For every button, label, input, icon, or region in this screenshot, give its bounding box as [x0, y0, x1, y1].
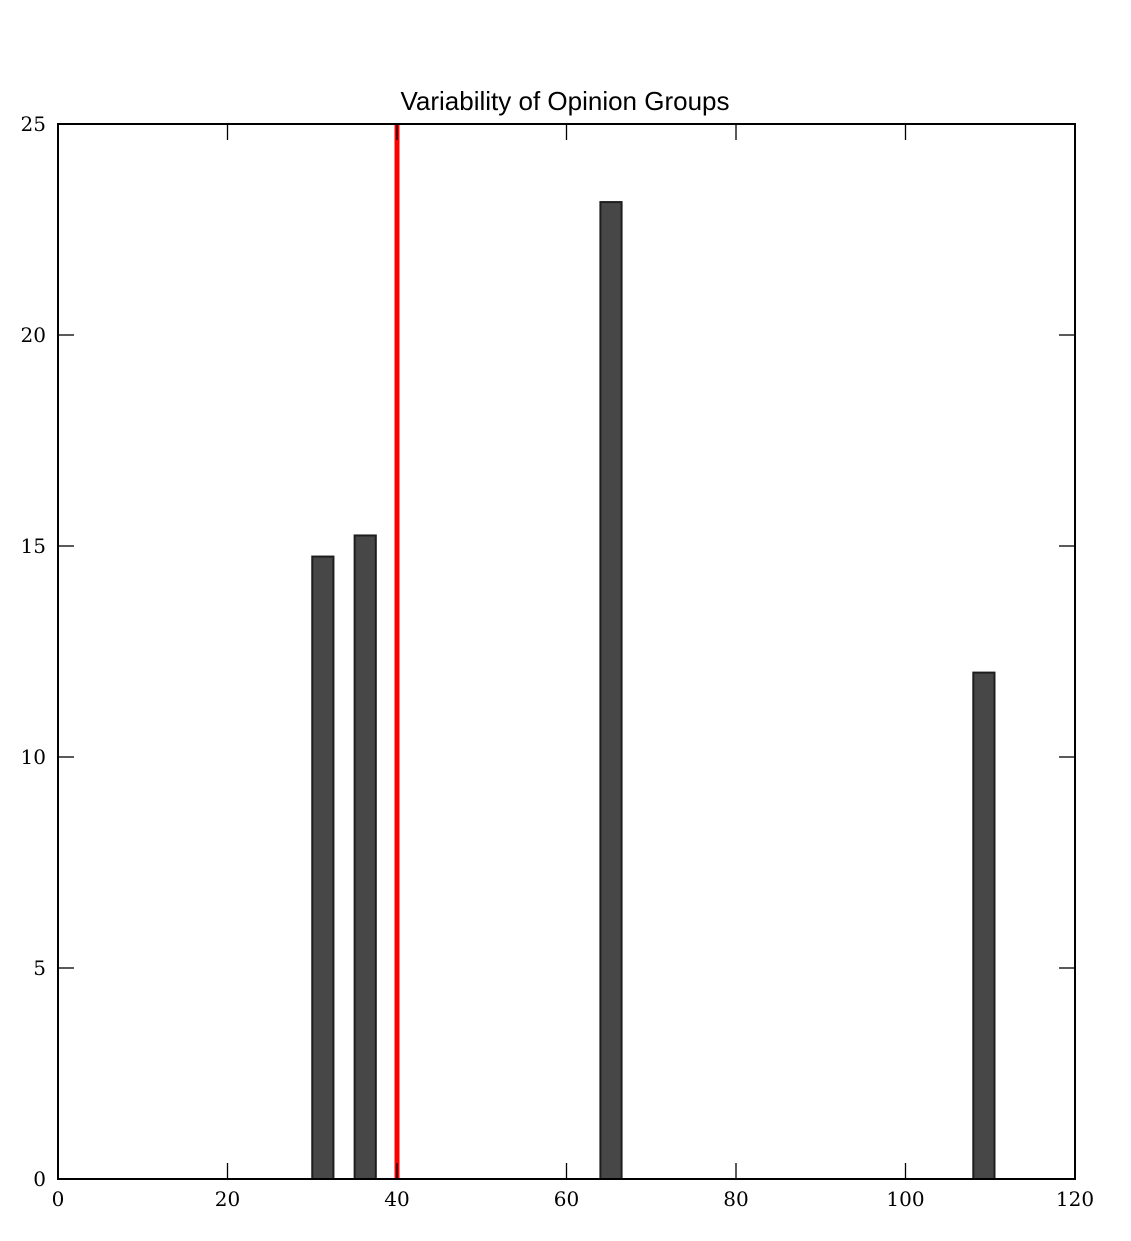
y-tick-label-1: 5	[33, 956, 46, 980]
y-tick-label-3: 15	[21, 534, 46, 558]
ticks-layer	[57, 123, 1076, 1180]
bar-3	[972, 671, 996, 1180]
bar-2	[599, 201, 623, 1180]
y-tick-label-5: 25	[21, 112, 46, 136]
y-tick-label-2: 10	[21, 745, 46, 769]
x-tick-label-5: 100	[886, 1187, 924, 1211]
x-tick-label-6: 120	[1056, 1187, 1094, 1211]
y-tick-labels: 0 5 10 15 20 25	[21, 112, 46, 1191]
bar-1	[353, 534, 377, 1180]
bar-0	[311, 555, 335, 1180]
x-tick-label-0: 0	[52, 1187, 65, 1211]
chart-title: Variability of Opinion Groups	[400, 86, 729, 116]
x-tick-label-3: 60	[554, 1187, 579, 1211]
x-tick-label-2: 40	[384, 1187, 409, 1211]
x-tick-labels: 0 20 40 60 80 100 120	[52, 1187, 1094, 1211]
x-tick-label-1: 20	[215, 1187, 240, 1211]
x-tick-label-4: 80	[723, 1187, 748, 1211]
plot-frame	[57, 123, 1076, 1180]
y-tick-label-0: 0	[33, 1167, 46, 1191]
bars-layer	[311, 201, 996, 1180]
y-tick-label-4: 20	[21, 323, 46, 347]
